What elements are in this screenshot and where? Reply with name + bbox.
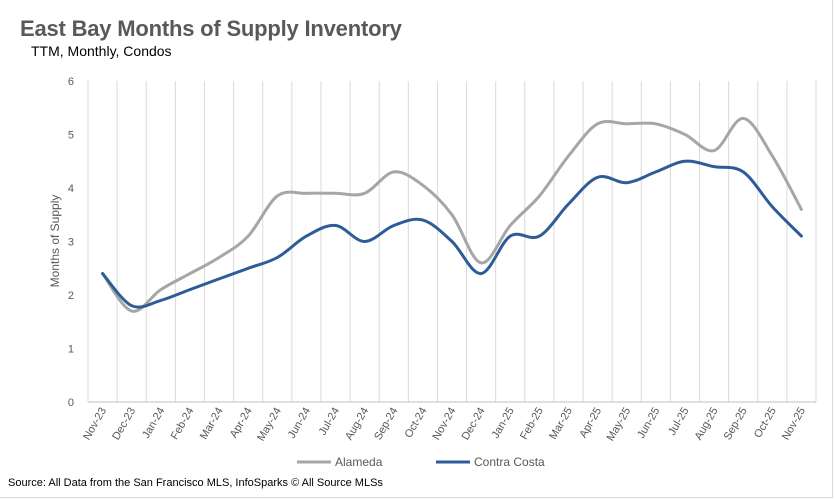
y-axis-ticks: 0 1 2 3 4 5 6 [68, 76, 74, 409]
y-tick-label: 1 [68, 344, 74, 356]
x-tick-label: Jun-24 [286, 406, 313, 441]
x-tick-label: Oct-24 [403, 406, 430, 441]
y-tick-label: 0 [68, 397, 74, 409]
chart-subtitle: TTM, Monthly, Condos [31, 43, 172, 59]
x-tick-label: Dec-23 [110, 406, 138, 443]
chart-title: East Bay Months of Supply Inventory [20, 16, 402, 41]
y-tick-label: 2 [68, 290, 74, 302]
x-tick-label: Aug-24 [343, 406, 371, 443]
grid-lines [87, 81, 817, 402]
source-note: Source: All Data from the San Francisco … [8, 477, 383, 489]
x-tick-label: Nov-24 [430, 406, 458, 443]
legend: Alameda Contra Costa [297, 455, 545, 469]
x-tick-label: Jan-24 [140, 406, 167, 441]
x-tick-label: Dec-24 [460, 406, 488, 443]
y-tick-label: 6 [68, 76, 74, 88]
x-tick-label: Feb-24 [169, 406, 197, 442]
x-tick-label: Oct-25 [752, 406, 779, 441]
x-tick-label: May-25 [605, 406, 634, 444]
y-tick-label: 5 [68, 130, 74, 142]
series-line-alameda [101, 116, 803, 313]
x-tick-label: Jul-24 [317, 406, 342, 438]
x-tick-label: Sep-25 [722, 406, 750, 443]
x-tick-label: Jul-25 [666, 406, 691, 438]
x-tick-label: Apr-24 [228, 406, 255, 441]
x-tick-label: Nov-25 [780, 406, 808, 443]
axes [87, 81, 816, 403]
x-tick-label: Nov-23 [81, 406, 109, 443]
x-tick-label: Jan-25 [490, 406, 517, 441]
y-tick-label: 4 [68, 183, 74, 195]
y-axis-label: Months of Supply [48, 195, 62, 288]
x-tick-label: Feb-25 [518, 406, 546, 442]
x-axis-ticks: Nov-23 Dec-23 Jan-24 Feb-24 Mar-24 Apr-24 May-… [81, 406, 808, 444]
x-tick-label: May-24 [255, 406, 284, 444]
x-tick-label: Apr-25 [577, 406, 604, 441]
legend-label-alameda: Alameda [335, 455, 383, 469]
y-tick-label: 3 [68, 237, 74, 249]
x-tick-label: Aug-25 [693, 406, 721, 443]
series-line-contra-costa [101, 159, 803, 309]
x-tick-label: Mar-24 [198, 406, 226, 442]
x-tick-label: Jun-25 [635, 406, 662, 441]
x-tick-label: Mar-25 [547, 406, 575, 442]
series-lines [101, 116, 803, 313]
legend-label-contra-costa: Contra Costa [474, 455, 545, 469]
x-tick-label: Sep-24 [372, 406, 400, 443]
